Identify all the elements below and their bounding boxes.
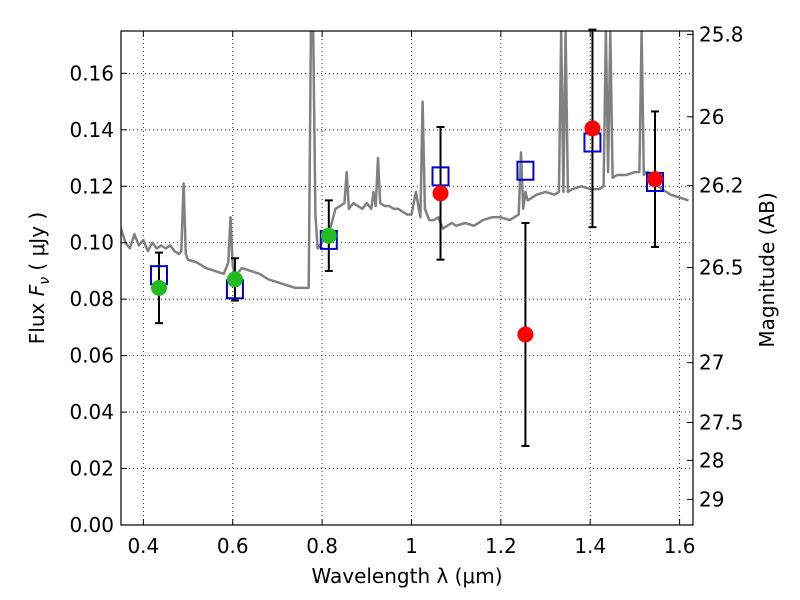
right-tick-label: 26.2 — [699, 174, 744, 198]
red-data-point — [647, 171, 664, 188]
right-tick-label: 28 — [699, 448, 724, 472]
y-tick-label: 0.14 — [69, 118, 114, 142]
red-data-point — [432, 185, 449, 202]
y-axis-title-left: Flux Fν ( μJy ) — [25, 212, 53, 344]
data-series — [121, 31, 689, 290]
y-tick-label: 0.16 — [69, 61, 114, 85]
y-axis-title-right: Magnitude (AB) — [755, 192, 779, 347]
y-axis-title-symbol: F — [25, 284, 49, 296]
green-data-point — [150, 279, 167, 296]
y-tick-label: 0.04 — [69, 400, 114, 424]
right-tick-label: 25.8 — [699, 22, 744, 46]
y-tick-label: 0.12 — [69, 174, 114, 198]
axis-ticks — [121, 31, 693, 526]
y-axis-title-prefix: Flux — [25, 296, 49, 344]
x-tick-label: 1 — [405, 534, 418, 558]
x-tick-label: 0.6 — [217, 534, 249, 558]
red-data-point — [517, 326, 534, 343]
y-axis-title-subscript: ν — [37, 277, 53, 285]
right-tick-label: 26 — [699, 105, 724, 129]
x-tick-label: 1.4 — [574, 534, 606, 558]
x-tick-label: 1.6 — [664, 534, 696, 558]
y-tick-label: 0.08 — [69, 287, 114, 311]
plot-frame — [120, 30, 694, 526]
y-axis-title-unit: ( μJy ) — [25, 212, 49, 277]
data-points — [149, 120, 665, 343]
y-tick-label: 0.00 — [69, 513, 114, 537]
tick-labels: 0.4 0.6 0.8 1 1.2 1.4 1.6 0.00 0.02 0.04 0.06 0.08 0… — [69, 22, 743, 558]
model-point-square — [516, 160, 535, 181]
right-tick-label: 26.5 — [699, 256, 744, 280]
x-tick-label: 0.8 — [306, 534, 338, 558]
x-tick-label: 1.2 — [485, 534, 517, 558]
red-data-point — [584, 120, 601, 137]
y-tick-label: 0.06 — [69, 344, 114, 368]
x-axis-title: Wavelength λ (μm) — [311, 564, 502, 588]
right-tick-label: 29 — [699, 487, 724, 511]
right-tick-label: 27.5 — [699, 411, 744, 435]
right-tick-label: 27 — [699, 351, 724, 375]
y-tick-label: 0.10 — [69, 231, 114, 255]
green-data-point — [320, 227, 337, 244]
green-data-point — [226, 271, 243, 288]
model-spectrum-line — [121, 31, 689, 290]
x-tick-label: 0.4 — [127, 534, 159, 558]
y-tick-label: 0.02 — [69, 457, 114, 481]
